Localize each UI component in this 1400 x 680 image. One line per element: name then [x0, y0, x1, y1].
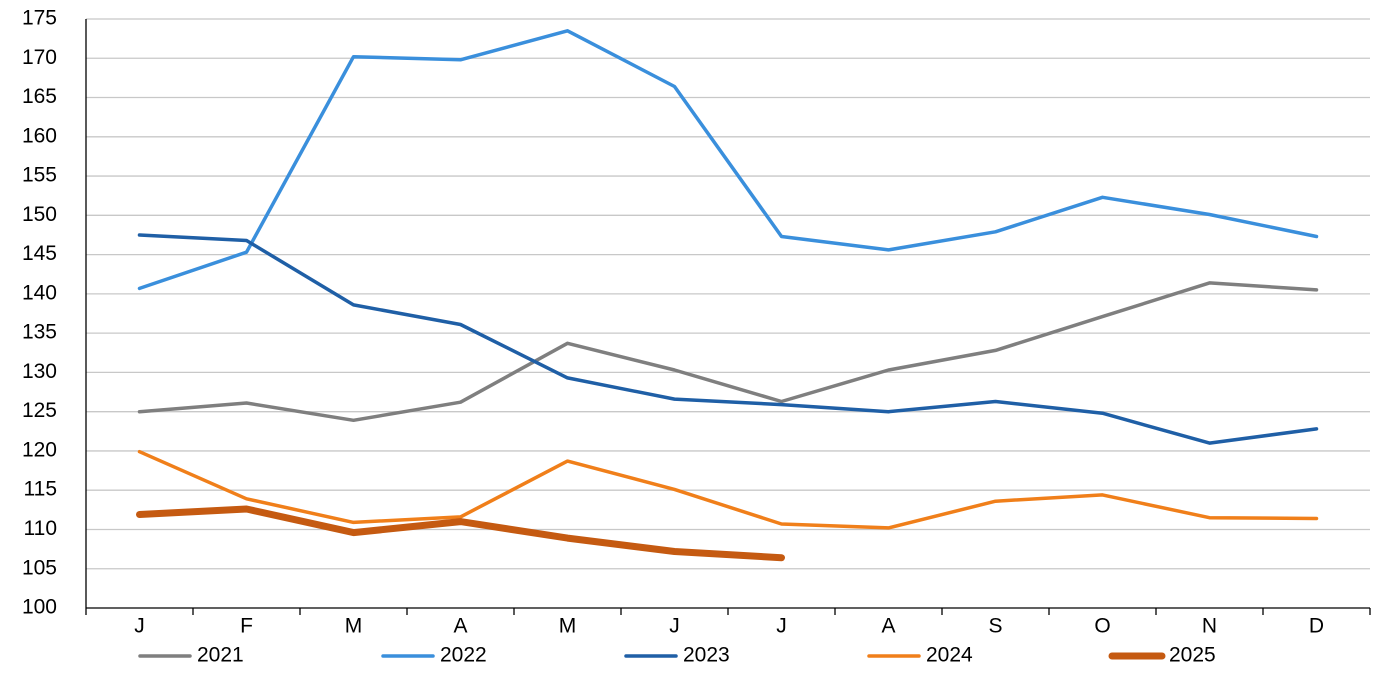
x-tick-label: A: [881, 615, 895, 638]
y-tick-label: 175: [22, 7, 57, 30]
x-tick-label: F: [240, 615, 253, 638]
x-tick-label: J: [669, 615, 680, 638]
x-tick-label: S: [988, 615, 1002, 638]
series-line: [137, 233, 1319, 445]
y-tick-label: 145: [22, 242, 57, 265]
x-tick-label: J: [776, 615, 787, 638]
x-tick-label: M: [559, 615, 577, 638]
legend-label: 2023: [683, 644, 730, 667]
y-tick-label: 155: [22, 164, 57, 187]
x-tick-label: D: [1309, 615, 1324, 638]
x-tick-label: N: [1202, 615, 1217, 638]
y-tick-label: 100: [22, 596, 57, 619]
series-line: [137, 449, 1319, 530]
y-tick-label: 115: [24, 478, 57, 501]
series-line: [137, 29, 1319, 291]
y-tick-label: 150: [22, 203, 57, 226]
y-tick-label: 140: [22, 281, 57, 304]
y-tick-label: 125: [22, 399, 57, 422]
x-tick-label: A: [453, 615, 467, 638]
y-tick-label: 160: [22, 124, 57, 147]
y-tick-label: 130: [22, 360, 57, 383]
y-tick-label: 110: [24, 517, 57, 540]
series-line: [137, 281, 1319, 423]
legend-label: 2022: [440, 644, 487, 667]
y-tick-label: 105: [22, 556, 57, 579]
x-tick-label: O: [1094, 615, 1110, 638]
y-tick-label: 165: [22, 85, 57, 108]
y-tick-label: 135: [22, 321, 57, 344]
y-tick-label: 170: [22, 46, 57, 69]
legend-label: 2024: [926, 644, 973, 667]
legend-label: 2025: [1169, 644, 1216, 667]
series-line: [136, 505, 785, 562]
legend-label: 2021: [197, 644, 244, 667]
y-tick-label: 120: [22, 438, 57, 461]
x-tick-label: J: [134, 615, 145, 638]
x-tick-label: M: [345, 615, 363, 638]
